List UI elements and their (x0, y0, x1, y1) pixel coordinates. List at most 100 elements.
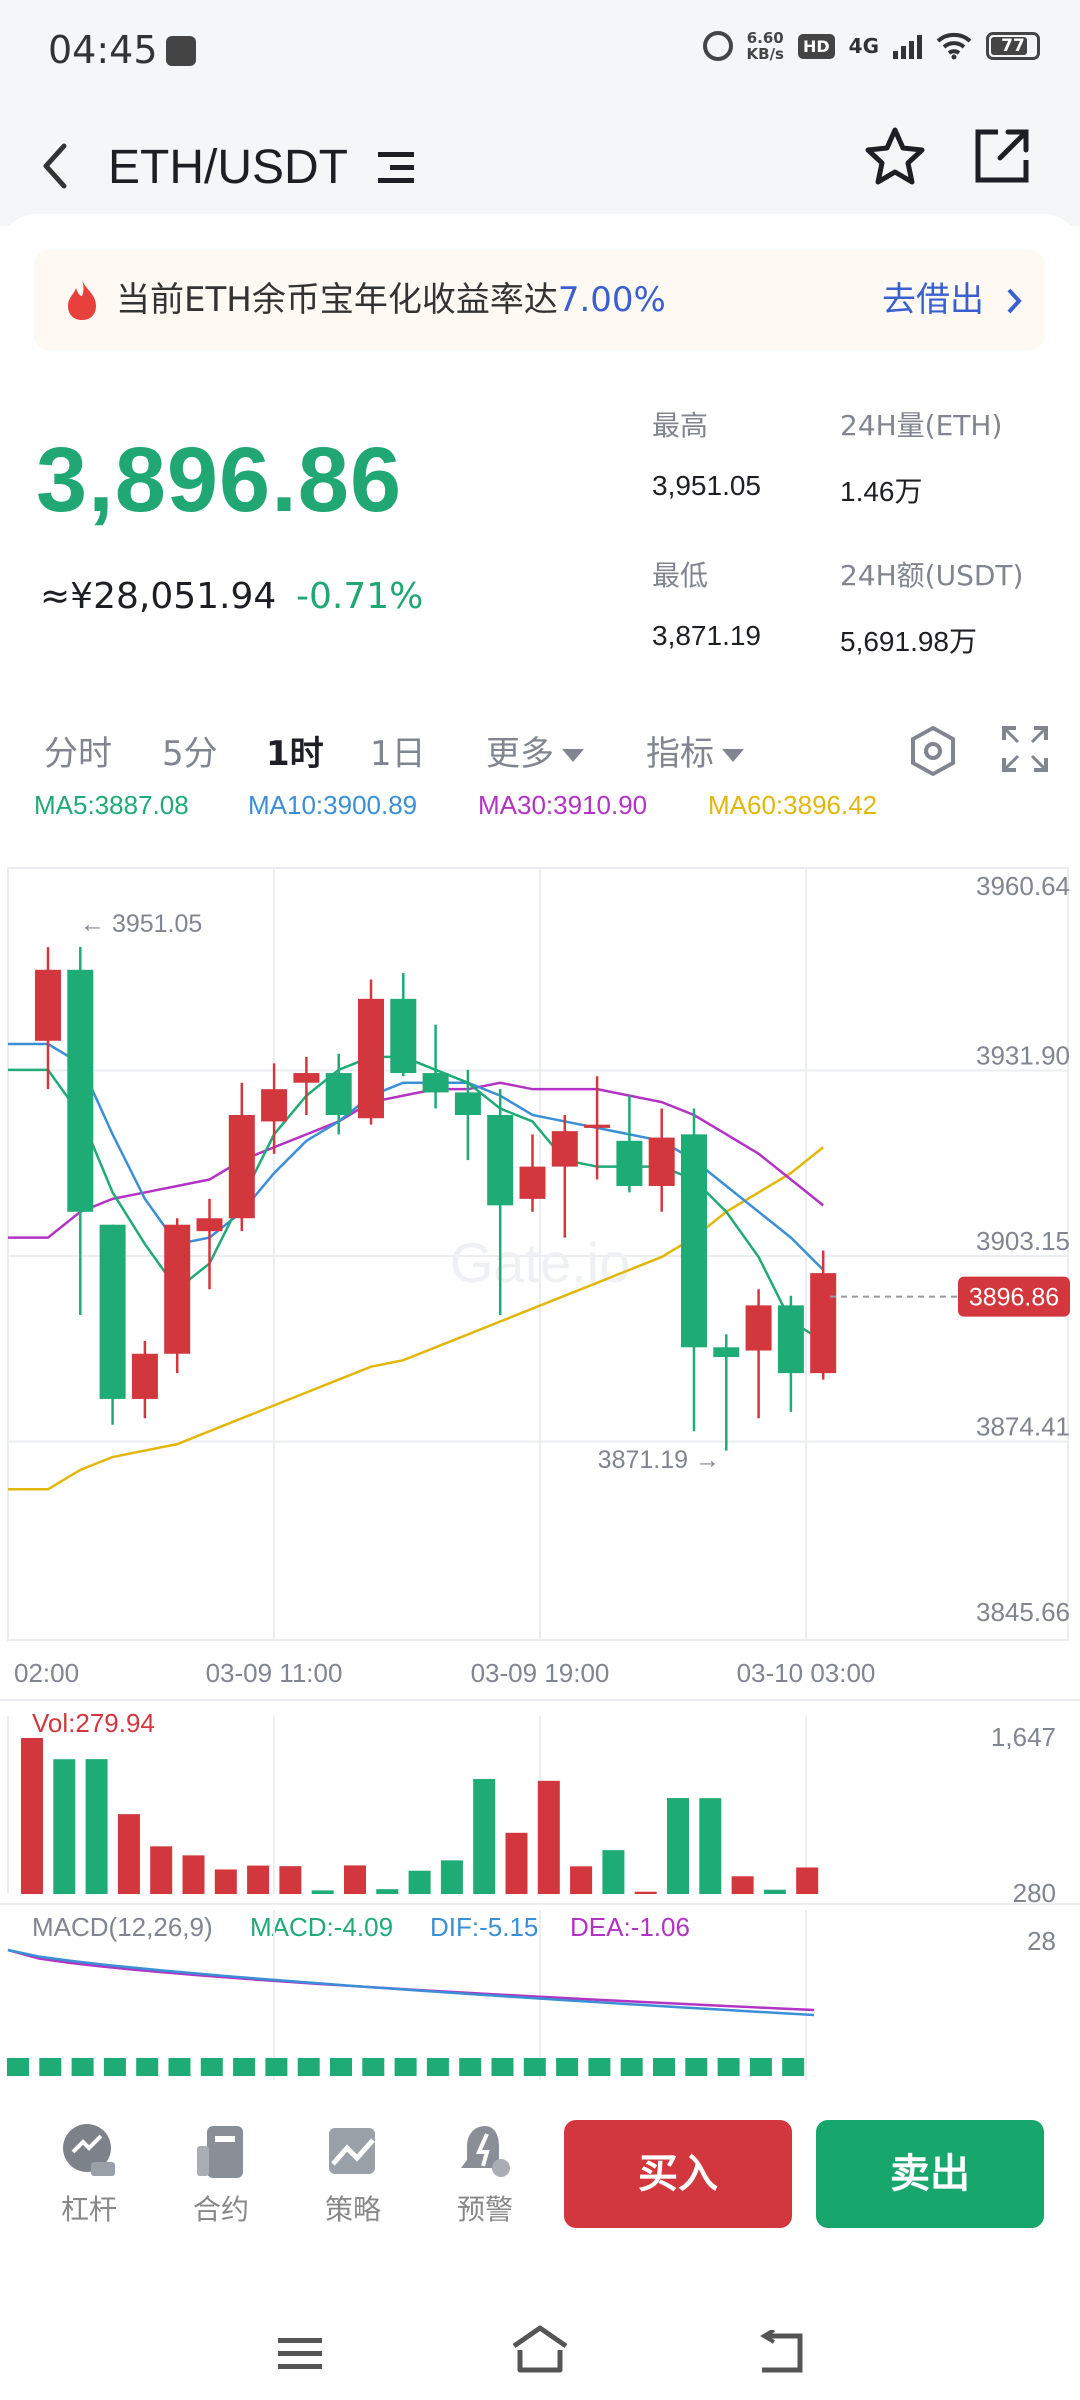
volume-bar (763, 1889, 786, 1894)
futures-icon (197, 2126, 243, 2178)
candle-body (616, 1140, 643, 1186)
candle (261, 1063, 288, 1154)
volume-bar (214, 1869, 237, 1894)
ma60-value: MA60:3896.42 (708, 790, 878, 820)
macd-bar (233, 2058, 256, 2076)
status-bar: 04:45 6.60 KB/s HD 4G 77 (0, 0, 1080, 110)
main-chart-frame (7, 867, 1069, 1641)
price-change: -0.71% (296, 576, 424, 617)
macd-bar (782, 2058, 805, 2076)
volume-bar (667, 1798, 689, 1894)
chevron-right-icon[interactable] (1004, 286, 1024, 316)
macd-bar (685, 2058, 708, 2076)
candle-body (519, 1166, 546, 1199)
candle (99, 1224, 126, 1425)
macd-bar (749, 2058, 772, 2076)
chart-settings-icon[interactable] (906, 724, 960, 778)
volume-bar (279, 1866, 302, 1894)
back-nav-icon[interactable] (756, 2330, 804, 2374)
volume-bar (634, 1891, 657, 1894)
tab-1h[interactable]: 1时 (266, 734, 324, 774)
y-axis-label: 3903.15 (976, 1226, 1070, 1256)
volume-value: 1.46万 (840, 476, 923, 507)
home-icon[interactable] (510, 2324, 570, 2376)
volume-axis-label: 1,647 (991, 1722, 1056, 1752)
buy-button[interactable]: 买入 (564, 2120, 792, 2228)
ma10-value: MA10:3900.89 (248, 790, 418, 820)
volume-bar (311, 1890, 334, 1894)
tab-more[interactable]: 更多 (486, 726, 584, 775)
signal-icon (893, 33, 922, 59)
high-value: 3,951.05 (652, 470, 761, 501)
macd-bar (7, 2058, 29, 2076)
candle-body (584, 1124, 611, 1128)
volume-bar (731, 1876, 754, 1894)
kline-chart[interactable]: 3960.64 3931.90 3903.15 3874.41 3845.66 Gate.… (0, 0, 1080, 2094)
candle-body (487, 1114, 514, 1206)
earn-banner[interactable]: 当前ETH余币宝年化收益率达7.00% 去借出 (34, 250, 1044, 350)
recent-apps-icon[interactable] (276, 2334, 324, 2374)
candle (551, 1114, 578, 1238)
low-value: 3,871.19 (652, 620, 761, 651)
candle (519, 1134, 546, 1212)
macd-label: MACD(12,26,9) (32, 1912, 213, 1942)
pair-menu-icon[interactable] (376, 146, 418, 190)
candle (196, 1198, 223, 1290)
interval-tabs: 分时 5分 1时 1日 更多 指标 (0, 704, 1080, 794)
macd-bar (103, 2058, 126, 2076)
dif-value: DIF:-5.15 (430, 1912, 538, 1942)
candle (422, 1024, 449, 1109)
macd-axis-label: 28 (1027, 1926, 1056, 1956)
volume-bar (473, 1779, 496, 1894)
tab-indicators[interactable]: 指标 (646, 726, 744, 775)
watermark: Gate.io (450, 1231, 631, 1294)
volume-bar (699, 1798, 722, 1894)
tab-5m[interactable]: 5分 (162, 734, 218, 774)
candle (777, 1295, 804, 1412)
favorite-star-icon[interactable] (862, 124, 928, 190)
network-speed: 6.60 KB/s (746, 29, 784, 63)
volume-bar (21, 1738, 43, 1894)
top-nav: ETH/USDT (0, 110, 1080, 226)
candle-body (422, 1073, 449, 1093)
candle-body (713, 1347, 740, 1357)
candle-body (293, 1073, 320, 1083)
volume-bar (505, 1832, 528, 1894)
alert-button[interactable]: 预警 (440, 2122, 530, 2228)
volume-bar (602, 1850, 625, 1894)
futures-button[interactable]: 合约 (176, 2122, 266, 2228)
macd-bar (168, 2058, 191, 2076)
share-icon[interactable] (968, 122, 1036, 190)
last-price: 3,896.86 (36, 429, 403, 531)
macd-bar (362, 2058, 385, 2076)
volume-bar (150, 1846, 173, 1894)
volume-bar (247, 1865, 270, 1894)
margin-button[interactable]: 杠杆 (44, 2122, 134, 2228)
macd-bar (717, 2058, 740, 2076)
macd-bar (394, 2058, 417, 2076)
macd-bar (136, 2058, 159, 2076)
candle (745, 1289, 772, 1419)
candle-body (325, 1073, 352, 1115)
sell-button[interactable]: 卖出 (816, 2120, 1044, 2228)
cny-price: ≈¥28,051.94 (40, 576, 277, 617)
volume-bar (376, 1889, 399, 1894)
candle-body (261, 1089, 288, 1122)
back-icon[interactable] (36, 136, 76, 196)
candle (390, 973, 417, 1077)
turnover-value: 5,691.98万 (840, 626, 977, 657)
candle (325, 1053, 352, 1135)
x-axis-label: 03-10 03:00 (737, 1658, 876, 1688)
fullscreen-icon[interactable] (1000, 724, 1050, 774)
candle (454, 1069, 481, 1161)
candle-body (228, 1114, 255, 1219)
tab-1d[interactable]: 1日 (370, 734, 426, 774)
volume-label: Vol:279.94 (32, 1708, 155, 1738)
macd-bar (426, 2058, 449, 2076)
pair-title[interactable]: ETH/USDT (108, 141, 348, 194)
macd-bar (491, 2058, 514, 2076)
tab-timeline[interactable]: 分时 (44, 734, 112, 774)
strategy-button[interactable]: 策略 (308, 2122, 398, 2228)
network-type: 4G (848, 34, 879, 58)
lend-link[interactable]: 去借出 (882, 280, 984, 320)
